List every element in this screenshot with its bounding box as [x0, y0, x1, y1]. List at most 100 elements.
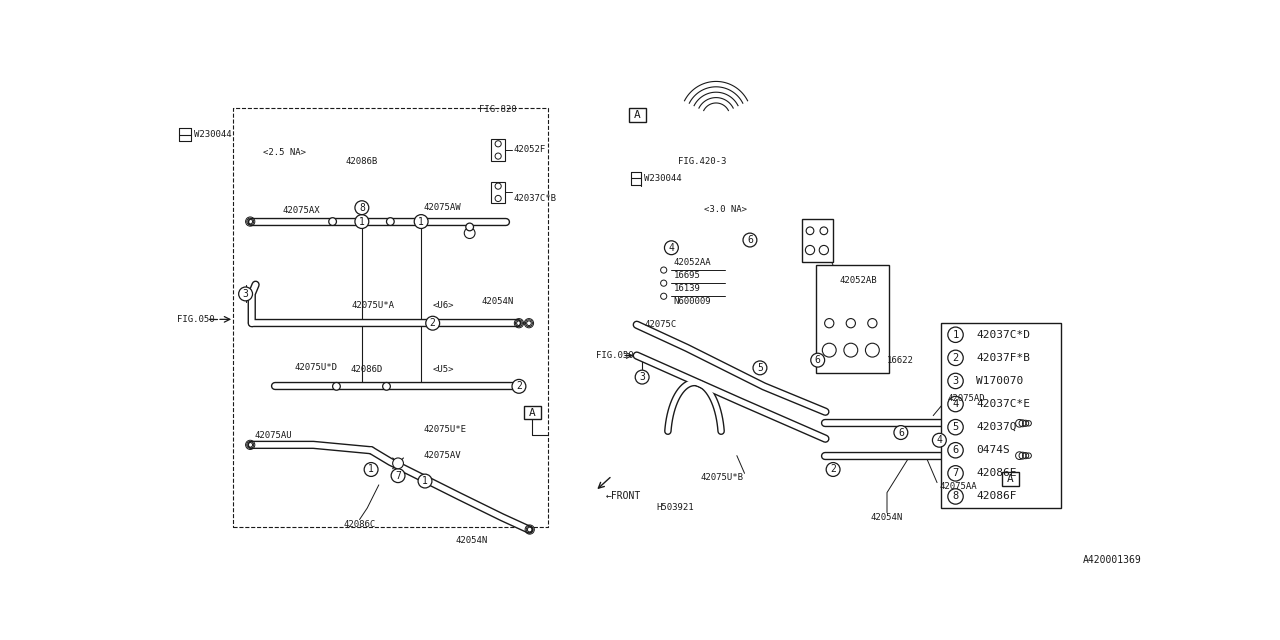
Circle shape: [465, 228, 475, 239]
Text: 3: 3: [952, 376, 959, 386]
Text: H503921: H503921: [657, 504, 694, 513]
Text: 42052AA: 42052AA: [673, 258, 712, 267]
Text: 4: 4: [668, 243, 675, 253]
Text: A: A: [529, 408, 535, 417]
Bar: [628, 108, 646, 122]
Text: 42037Q: 42037Q: [977, 422, 1016, 432]
Text: 3: 3: [639, 372, 645, 382]
Text: 42037C*B: 42037C*B: [513, 194, 557, 203]
Text: 42054N: 42054N: [456, 536, 488, 545]
Circle shape: [947, 396, 964, 412]
Text: 2: 2: [430, 318, 435, 328]
Text: 16139: 16139: [673, 284, 700, 293]
Text: 6: 6: [815, 355, 820, 365]
Text: W230044: W230044: [195, 130, 232, 139]
Text: 6: 6: [952, 445, 959, 455]
Text: 1: 1: [419, 216, 424, 227]
Text: 42086B: 42086B: [346, 157, 378, 166]
Text: 6: 6: [748, 235, 753, 245]
Circle shape: [753, 361, 767, 375]
Circle shape: [893, 426, 908, 440]
Text: 1: 1: [358, 216, 365, 227]
Circle shape: [846, 319, 855, 328]
Circle shape: [393, 458, 403, 468]
Circle shape: [805, 245, 814, 255]
Text: 16695: 16695: [673, 271, 700, 280]
Circle shape: [826, 463, 840, 476]
Bar: [941, 323, 1061, 508]
Text: 42075AU: 42075AU: [253, 431, 292, 440]
Text: 7: 7: [952, 468, 959, 478]
Circle shape: [426, 316, 439, 330]
Circle shape: [365, 463, 378, 476]
Circle shape: [844, 343, 858, 357]
Text: 42054N: 42054N: [481, 297, 513, 306]
Text: 42037C*E: 42037C*E: [977, 399, 1030, 409]
Bar: [803, 220, 833, 262]
Text: 42052F: 42052F: [513, 145, 545, 154]
Text: 8: 8: [358, 203, 365, 212]
Text: 42086C: 42086C: [343, 520, 375, 529]
Circle shape: [947, 350, 964, 365]
Circle shape: [947, 419, 964, 435]
Circle shape: [820, 227, 828, 235]
Text: 42075U*B: 42075U*B: [700, 473, 744, 482]
Text: 42086F: 42086F: [977, 492, 1016, 502]
Circle shape: [329, 218, 337, 225]
Text: 2: 2: [952, 353, 959, 363]
Text: FIG.820: FIG.820: [479, 104, 517, 114]
Circle shape: [238, 287, 252, 301]
Text: A: A: [634, 110, 641, 120]
Circle shape: [512, 380, 526, 393]
Bar: [1002, 472, 1019, 486]
Text: 3: 3: [243, 289, 248, 299]
Circle shape: [466, 223, 474, 231]
Text: A420001369: A420001369: [1083, 556, 1140, 565]
Circle shape: [742, 233, 756, 247]
Text: 1: 1: [422, 476, 428, 486]
Text: FIG.050: FIG.050: [177, 315, 215, 324]
Circle shape: [333, 383, 340, 390]
Text: 8: 8: [952, 492, 959, 502]
Text: 42037F*B: 42037F*B: [977, 353, 1030, 363]
Text: 42075AW: 42075AW: [424, 203, 461, 212]
Circle shape: [806, 227, 814, 235]
Text: 5: 5: [952, 422, 959, 432]
Circle shape: [664, 241, 678, 255]
Circle shape: [660, 293, 667, 300]
Circle shape: [822, 343, 836, 357]
Text: 42075AD: 42075AD: [947, 394, 984, 403]
Text: <3.0 NA>: <3.0 NA>: [704, 205, 746, 214]
Text: 42054N: 42054N: [870, 513, 904, 522]
Text: N600009: N600009: [673, 297, 712, 306]
Circle shape: [495, 141, 502, 147]
Text: 5: 5: [756, 363, 763, 373]
Text: 1: 1: [952, 330, 959, 340]
Circle shape: [415, 214, 428, 228]
Circle shape: [392, 468, 404, 483]
Text: FIG.050: FIG.050: [596, 351, 634, 360]
Text: A: A: [1007, 474, 1014, 484]
Text: 0474S: 0474S: [977, 445, 1010, 455]
Circle shape: [810, 353, 824, 367]
Text: 7: 7: [396, 470, 401, 481]
Text: 42086E: 42086E: [977, 468, 1016, 478]
Text: 6: 6: [899, 428, 904, 438]
Circle shape: [819, 245, 828, 255]
Text: W230044: W230044: [644, 174, 682, 183]
Circle shape: [495, 183, 502, 189]
Bar: [492, 182, 506, 203]
Text: 42075U*D: 42075U*D: [294, 364, 337, 372]
Circle shape: [947, 327, 964, 342]
Circle shape: [932, 433, 946, 447]
Circle shape: [865, 343, 879, 357]
Bar: [817, 266, 890, 373]
Circle shape: [947, 489, 964, 504]
Text: 42037C*D: 42037C*D: [977, 330, 1030, 340]
Text: 2: 2: [831, 465, 836, 474]
Circle shape: [947, 466, 964, 481]
Text: W170070: W170070: [977, 376, 1024, 386]
Bar: [524, 406, 540, 419]
Text: 2: 2: [516, 381, 522, 391]
Circle shape: [947, 442, 964, 458]
